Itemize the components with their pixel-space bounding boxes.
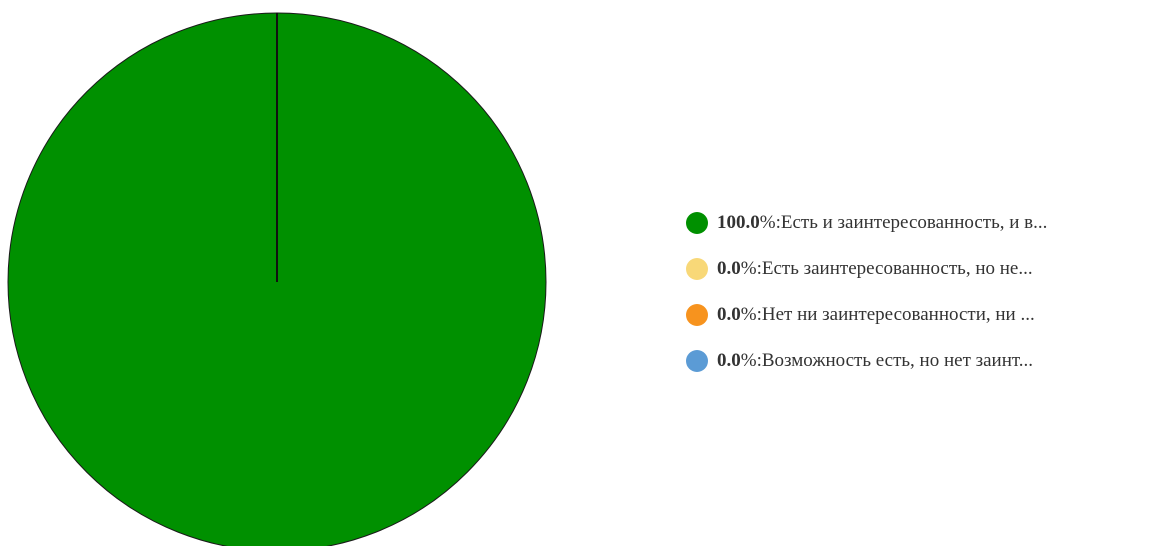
pie-chart (7, 12, 547, 546)
legend-separator: : (756, 258, 762, 279)
legend-percent-sign: % (740, 258, 757, 279)
legend-item: 100.0%: Есть и заинтересованность, и в..… (686, 200, 1146, 246)
legend-label: Возможность есть, но нет заинт... (761, 350, 1034, 371)
legend-color-dot (686, 350, 708, 372)
legend-color-dot (686, 258, 708, 280)
legend-label: Нет ни заинтересованности, ни ... (761, 304, 1035, 325)
legend-separator: : (775, 212, 781, 233)
legend-percent-sign: % (740, 304, 757, 325)
legend-label: Есть и заинтересованность, и в... (780, 212, 1048, 233)
legend-item: 0.0%: Есть заинтересованность, но не... (686, 246, 1146, 292)
legend-item: 0.0%: Возможность есть, но нет заинт... (686, 338, 1146, 384)
legend-percent-value: 0.0 (717, 350, 741, 371)
legend-separator: : (756, 350, 762, 371)
legend-item: 0.0%: Нет ни заинтересованности, ни ... (686, 292, 1146, 338)
legend-percent-sign: % (740, 350, 757, 371)
legend-percent-value: 0.0 (717, 304, 741, 325)
chart-legend: 100.0%: Есть и заинтересованность, и в..… (686, 200, 1146, 384)
legend-percent-sign: % (759, 212, 776, 233)
legend-color-dot (686, 304, 708, 326)
legend-separator: : (756, 304, 762, 325)
legend-color-dot (686, 212, 708, 234)
legend-label: Есть заинтересованность, но не... (761, 258, 1033, 279)
legend-percent-value: 100.0 (717, 212, 760, 233)
legend-percent-value: 0.0 (717, 258, 741, 279)
